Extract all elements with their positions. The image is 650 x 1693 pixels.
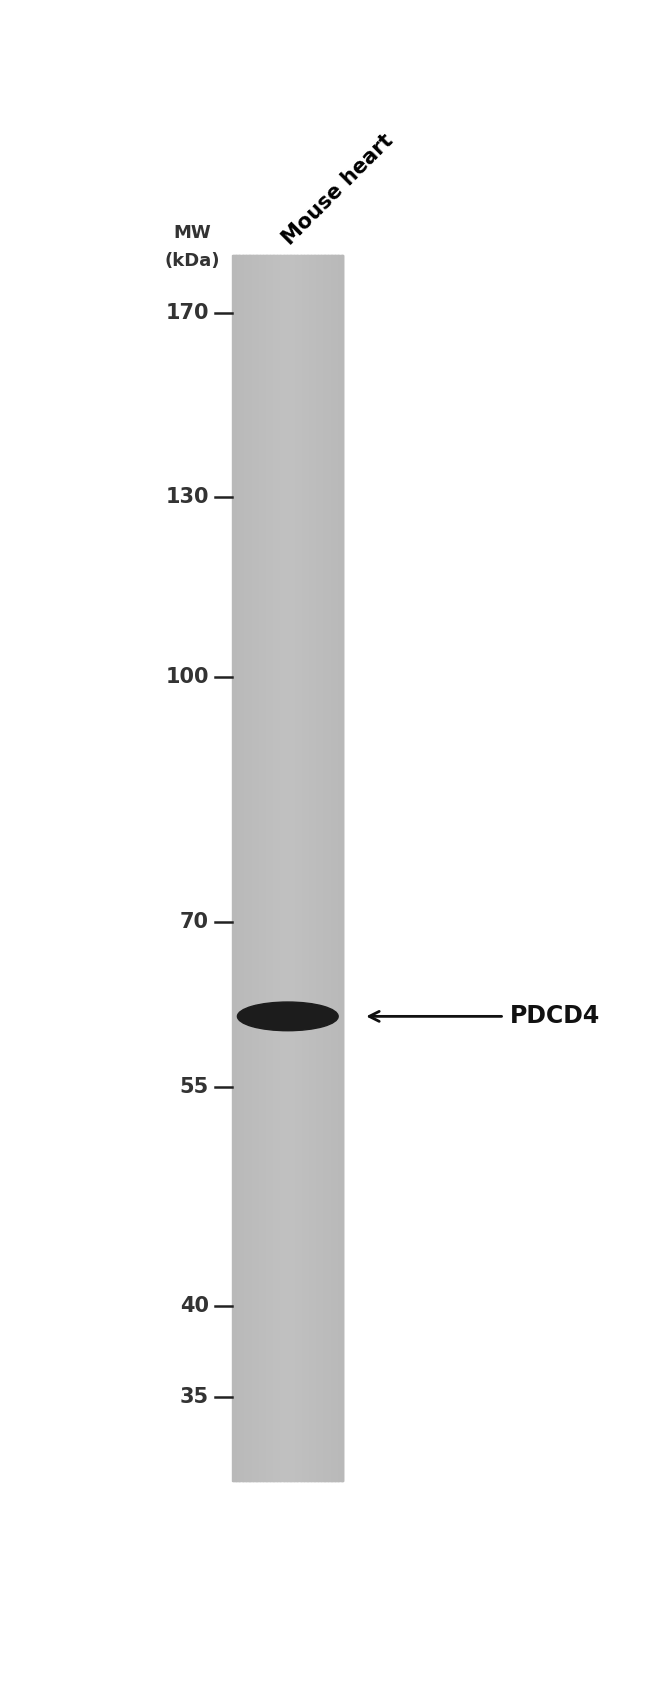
Text: 100: 100	[165, 667, 209, 687]
Text: 40: 40	[179, 1295, 209, 1315]
Text: 170: 170	[165, 303, 209, 323]
Text: 35: 35	[179, 1388, 209, 1407]
Text: 55: 55	[179, 1077, 209, 1097]
Text: PDCD4: PDCD4	[510, 1004, 600, 1028]
Text: MW: MW	[173, 223, 211, 242]
Text: 130: 130	[165, 488, 209, 508]
Text: (kDa): (kDa)	[164, 252, 220, 271]
Text: 70: 70	[179, 913, 209, 931]
Text: Mouse heart: Mouse heart	[279, 130, 397, 249]
Ellipse shape	[237, 1002, 338, 1031]
